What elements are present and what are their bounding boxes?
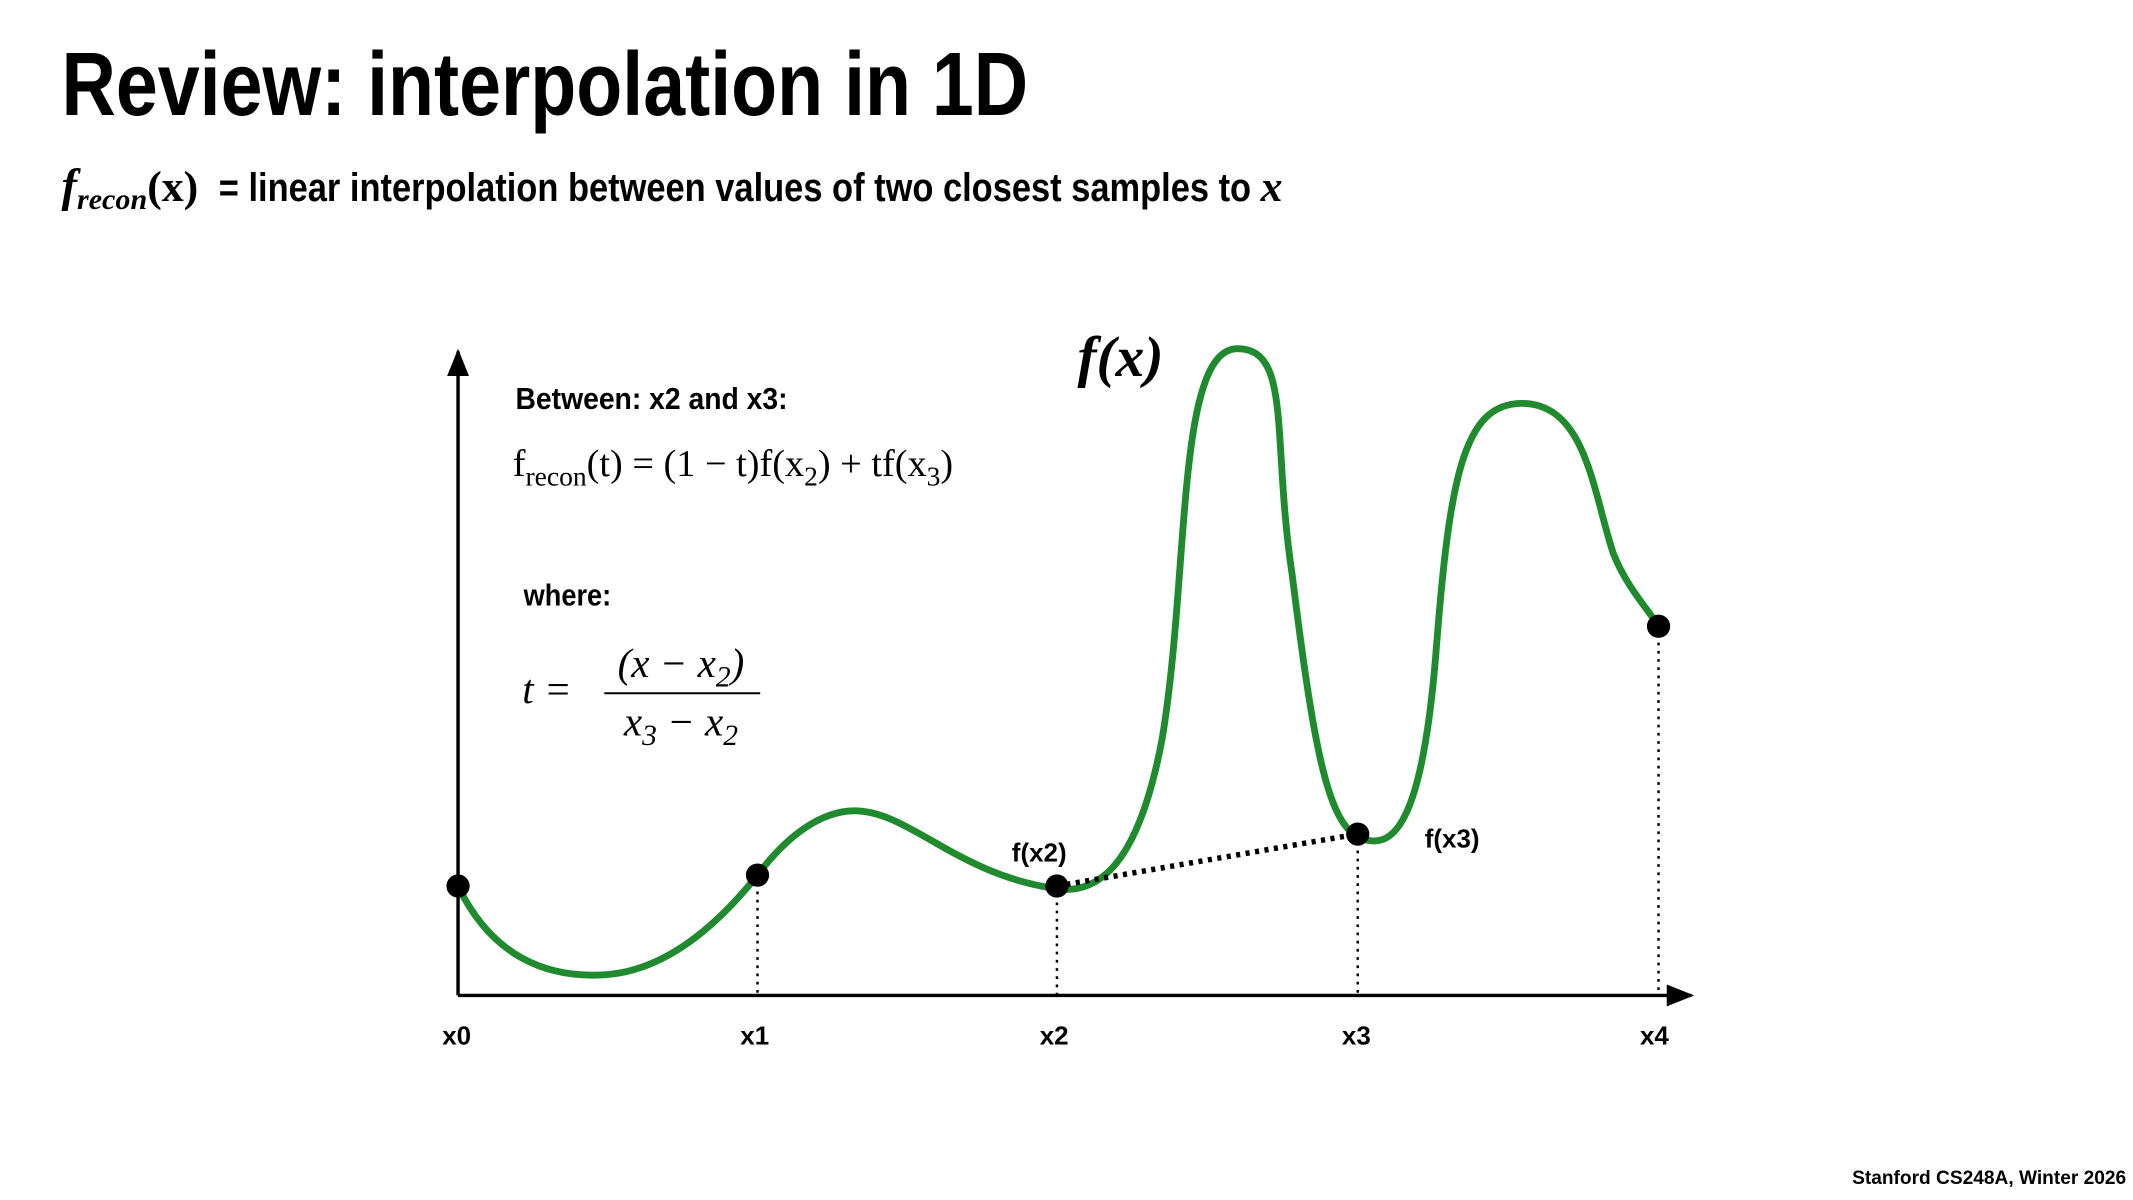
formula-subscript: recon (525, 460, 586, 491)
sample-point (1646, 614, 1671, 638)
formula-part: (x − x (618, 640, 716, 686)
formula-subscript: 2 (716, 661, 731, 693)
curve-label: f(x) (1077, 326, 1163, 389)
formula-part: ) (940, 443, 953, 485)
formula-part: (t) = (1 − t)f(x (587, 443, 804, 485)
formula-part: − x (657, 699, 723, 745)
formula-part: f (513, 443, 526, 485)
subtitle-text: = linear interpolation between values of… (219, 166, 1251, 210)
interpolation-segment (1056, 831, 1359, 889)
axis-label: x1 (740, 1021, 769, 1051)
subtitle-variable: x (1260, 163, 1283, 211)
formula-reconstruction: frecon(t) = (1 − t)f(x2) + tf(x3) (513, 443, 953, 492)
formula-part: x (623, 699, 642, 745)
formula-part: ) (729, 640, 745, 686)
footer-credit: Stanford CS248A, Winter 2026 (1852, 1168, 2126, 1189)
axis-label: x4 (1640, 1021, 1669, 1051)
sample-drop-lines (756, 626, 1660, 996)
point-label: f(x3) (1425, 824, 1480, 854)
sample-points (446, 614, 1671, 898)
formula-subscript: 2 (723, 720, 738, 752)
point-label: f(x2) (1012, 837, 1067, 867)
axis-label: x3 (1342, 1021, 1371, 1051)
formula-t-numerator: (x − x2) (618, 640, 745, 694)
where-label: where: (523, 580, 611, 613)
axis-label: x0 (442, 1021, 471, 1051)
sample-point (1346, 822, 1370, 846)
subtitle-argument: (x) (147, 163, 198, 211)
subtitle: frecon(x) = linear interpolation between… (62, 161, 1283, 216)
between-label: Between: x2 and x3: (515, 383, 787, 416)
function-curve (454, 345, 1662, 979)
subtitle-subscript: recon (77, 182, 147, 216)
subtitle-function: f (62, 161, 82, 212)
axis-label: x2 (1040, 1021, 1069, 1051)
formula-part: ) + tf(x (818, 443, 927, 485)
sample-point (1045, 874, 1069, 898)
formula-subscript: 3 (641, 720, 657, 752)
formula-t-lhs: t = (522, 666, 571, 712)
formula-subscript: 2 (804, 460, 818, 491)
sample-point (446, 874, 470, 898)
title: Review: interpolation in 1D (62, 34, 1029, 135)
formula-t-denominator: x3 − x2 (623, 699, 738, 753)
sample-point (745, 863, 770, 887)
formula-subscript: 3 (927, 460, 941, 491)
axis-labels: x0 x1 x2 x3 x4 (442, 1021, 1669, 1051)
